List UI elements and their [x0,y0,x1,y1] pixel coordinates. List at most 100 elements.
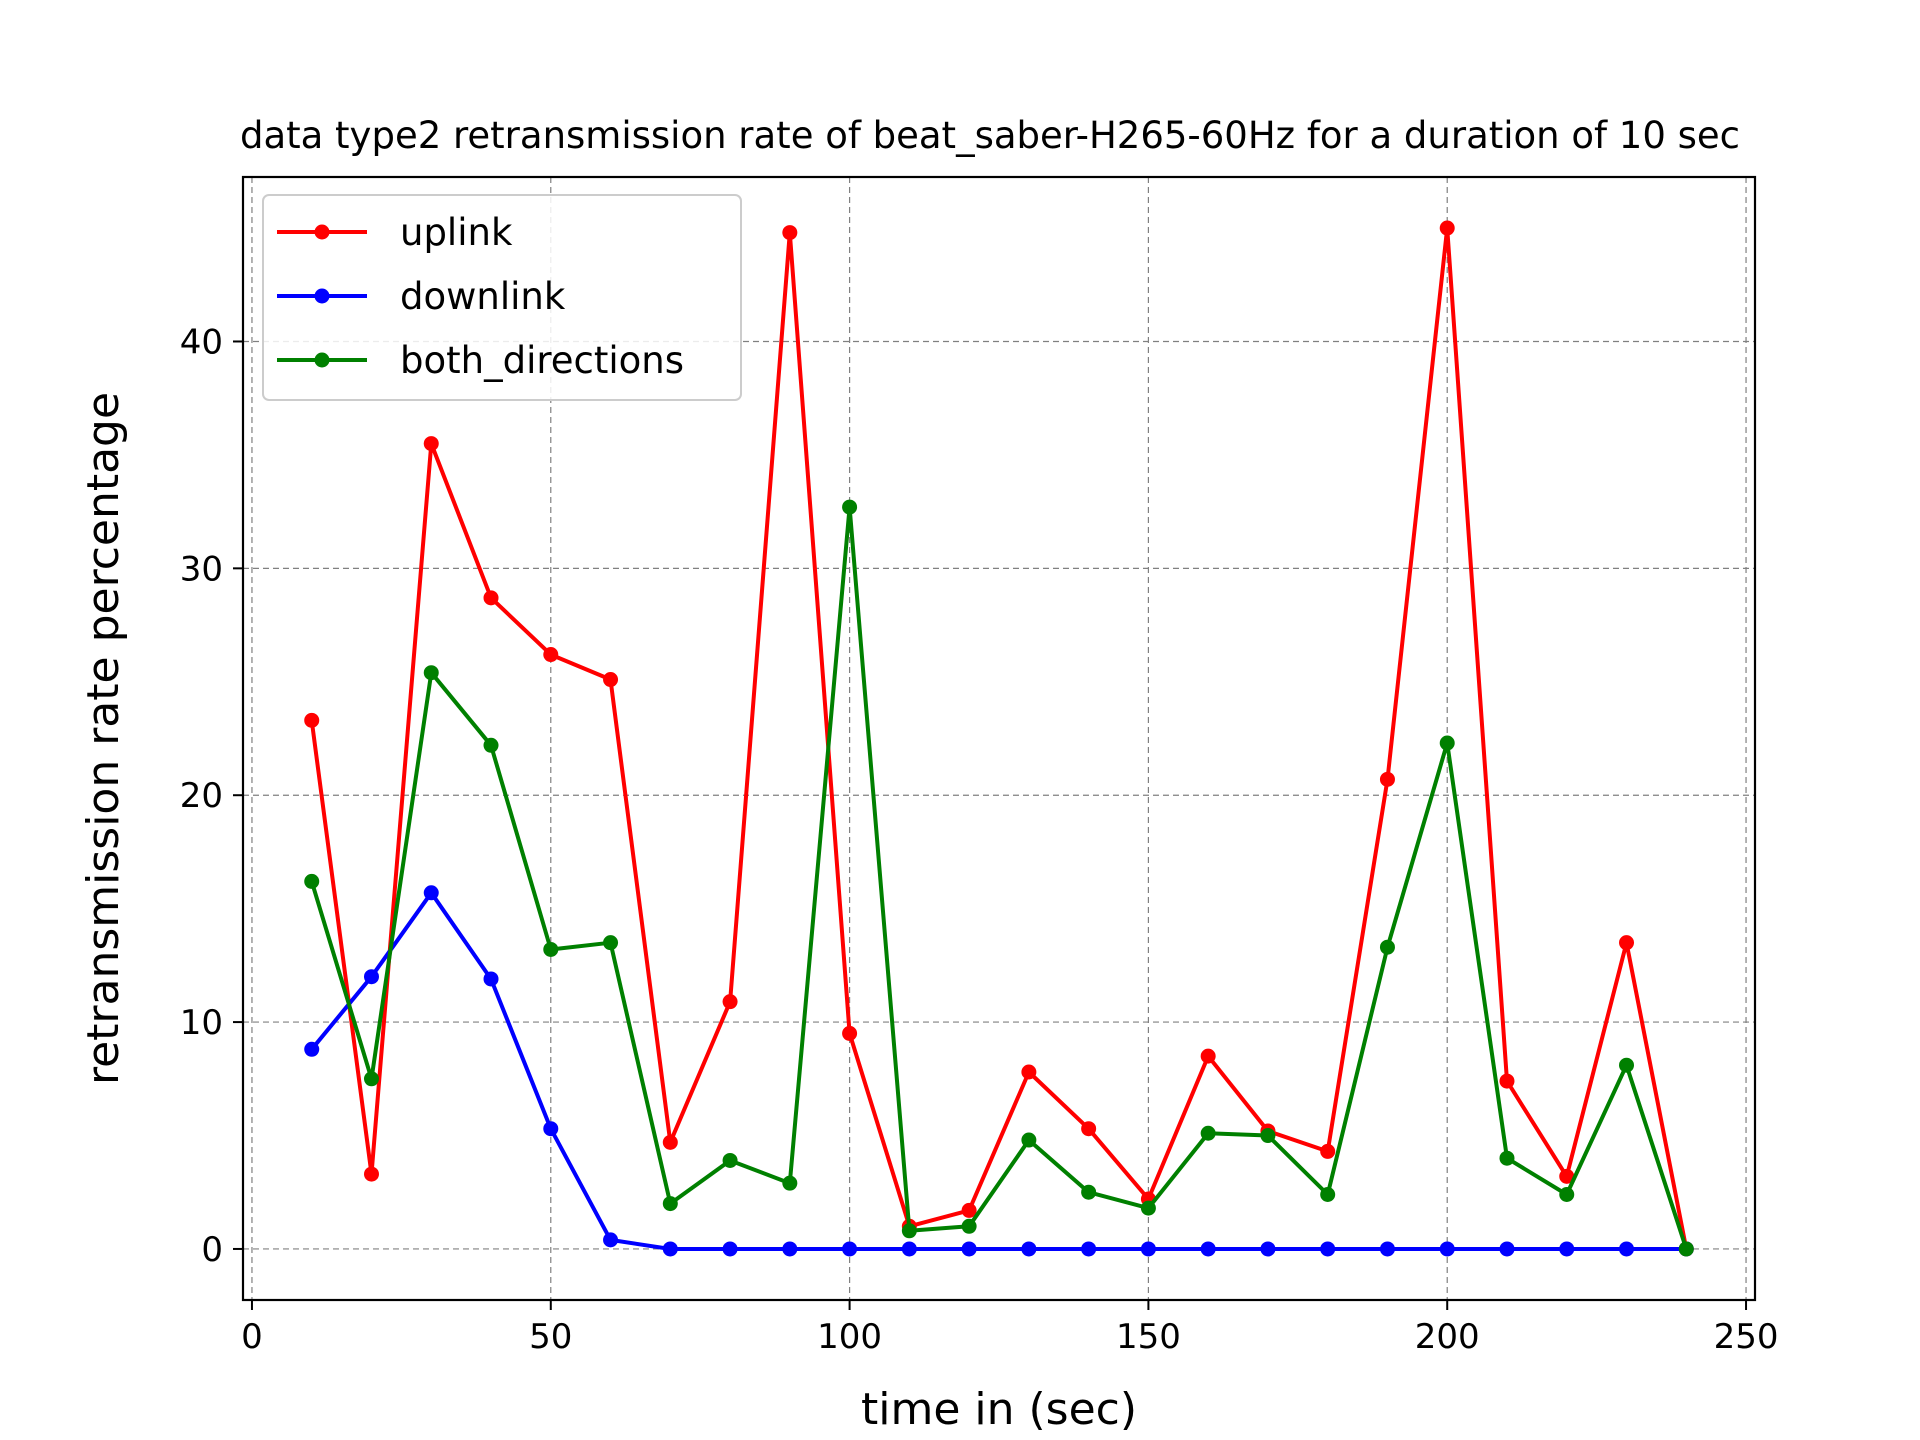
data-point [1379,939,1395,955]
data-point [842,1025,858,1041]
y-tick-label: 10 [180,1003,223,1043]
data-point [722,1241,738,1257]
data-point [1320,1241,1336,1257]
data-point [1081,1241,1097,1257]
data-point [1678,1241,1694,1257]
y-tick-label: 0 [201,1230,223,1270]
data-point [1439,1241,1455,1257]
legend-marker [314,224,330,240]
data-point [304,1041,320,1057]
data-point [304,712,320,728]
data-point [1320,1187,1336,1203]
legend-label: uplink [400,211,513,254]
data-point [603,1232,619,1248]
y-axis-title: retransmission rate percentage [78,392,129,1085]
y-tick-label: 40 [180,322,223,362]
data-point [1200,1241,1216,1257]
series-line [310,890,1687,1251]
legend-item-uplink: uplink [277,211,513,254]
series-line [309,505,1689,1250]
chart-title: data type2 retransmission rate of beat_s… [240,114,1740,157]
data-point [603,672,619,688]
legend-label: downlink [400,275,566,318]
data-point [1021,1241,1037,1257]
data-point [961,1202,977,1218]
data-point [1140,1241,1156,1257]
data-point [1439,220,1455,236]
legend-label: both_directions [400,339,684,382]
y-tick-label: 20 [180,776,223,816]
data-point [1260,1128,1276,1144]
data-point [662,1196,678,1212]
data-point [603,935,619,951]
data-point [363,969,379,985]
data-point [483,971,499,987]
data-point [1439,735,1455,751]
data-point [423,665,439,681]
data-point [961,1218,977,1234]
data-point [363,1071,379,1087]
x-tick-label: 250 [1714,1317,1779,1357]
data-point [722,994,738,1010]
series-downlink [304,885,1694,1257]
series-layer [304,220,1694,1257]
x-tick-label: 0 [241,1317,263,1357]
data-point [543,941,559,957]
plot-frame [241,175,1757,1302]
data-point [782,1175,798,1191]
data-point [1619,1057,1635,1073]
data-point [1021,1064,1037,1080]
data-point [1200,1125,1216,1141]
data-point [1200,1048,1216,1064]
data-point [1379,771,1395,787]
data-point [842,499,858,515]
data-point [901,1223,917,1239]
legend-item-downlink: downlink [277,275,566,318]
data-point [423,436,439,452]
data-point [1140,1200,1156,1216]
data-point [483,590,499,606]
y-tick-label: 30 [180,549,223,589]
data-point [1499,1150,1515,1166]
data-point [1021,1132,1037,1148]
x-axis-title: time in (sec) [861,1384,1137,1435]
data-point [543,647,559,663]
legend-box [262,194,742,401]
data-point [662,1241,678,1257]
data-point [1559,1241,1575,1257]
axis-ticks: 0 50 100 150 200 250 0 10 20 30 40 [180,322,1779,1357]
data-point [1559,1168,1575,1184]
data-point [842,1241,858,1257]
data-point [1619,935,1635,951]
data-point [1260,1241,1276,1257]
x-tick-label: 50 [529,1317,572,1357]
data-point [1499,1241,1515,1257]
data-point [1081,1121,1097,1137]
legend: uplink downlink both_directions [262,194,742,401]
data-point [901,1241,917,1257]
data-point [782,1241,798,1257]
legend-marker [314,288,330,304]
x-tick-label: 100 [817,1317,882,1357]
data-point [1379,1241,1395,1257]
data-point [662,1134,678,1150]
data-point [782,225,798,241]
data-point [363,1166,379,1182]
data-point [722,1152,738,1168]
data-point [1320,1143,1336,1159]
data-point [483,737,499,753]
data-point [304,873,320,889]
series-both_directions [304,499,1694,1257]
data-point [961,1241,977,1257]
series-line [309,226,1689,1250]
legend-marker [314,352,330,368]
legend-item-both_directions: both_directions [277,339,684,382]
data-point [1499,1073,1515,1089]
data-point [1559,1187,1575,1203]
x-tick-label: 200 [1415,1317,1480,1357]
data-point [423,885,439,901]
data-point [1619,1241,1635,1257]
data-point [543,1121,559,1137]
x-tick-label: 150 [1116,1317,1181,1357]
